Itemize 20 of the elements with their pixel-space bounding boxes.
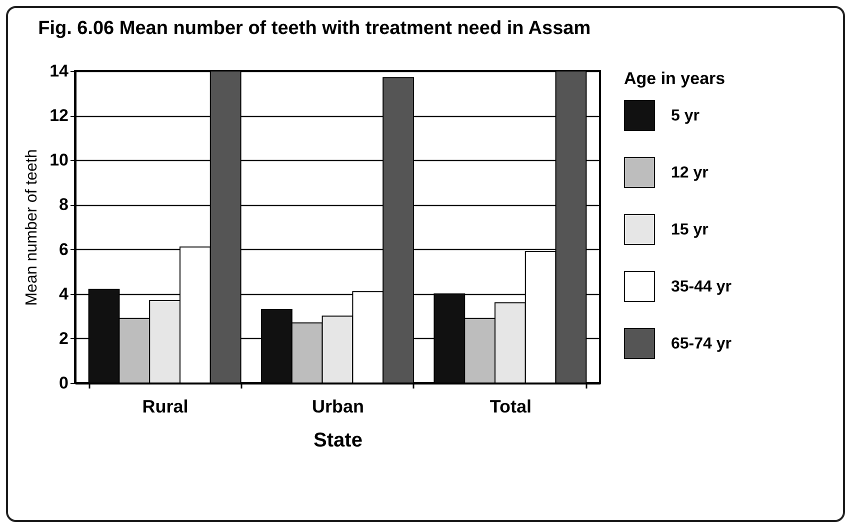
legend-title: Age in years [624,69,726,88]
y-tick-label: 4 [59,284,70,304]
y-tick-label: 2 [59,328,68,348]
y-axis-title: Mean number of teeth [24,149,41,306]
legend-label: 15 yr [671,222,708,238]
y-tick-label: 6 [59,240,68,259]
x-tick-label: Rural [142,396,188,416]
x-axis-title: State [314,430,362,452]
legend-label: 65-74 yr [671,336,732,352]
legend-label: 35-44 yr [671,278,732,296]
x-tick-label: Urban [312,396,364,416]
chart-title: Fig. 6.06 Mean number of teeth with treatment need in Assam [38,18,591,39]
y-tick-label: 10 [50,150,68,170]
legend-label: 5 yr [671,108,700,124]
y-tick-label: 8 [59,195,68,214]
x-tick-label: Total [490,396,532,416]
y-tick-label: 0 [59,374,68,392]
y-tick-label: 14 [50,62,70,80]
y-tick-label: 12 [50,106,68,126]
legend-label: 12 yr [671,164,708,182]
